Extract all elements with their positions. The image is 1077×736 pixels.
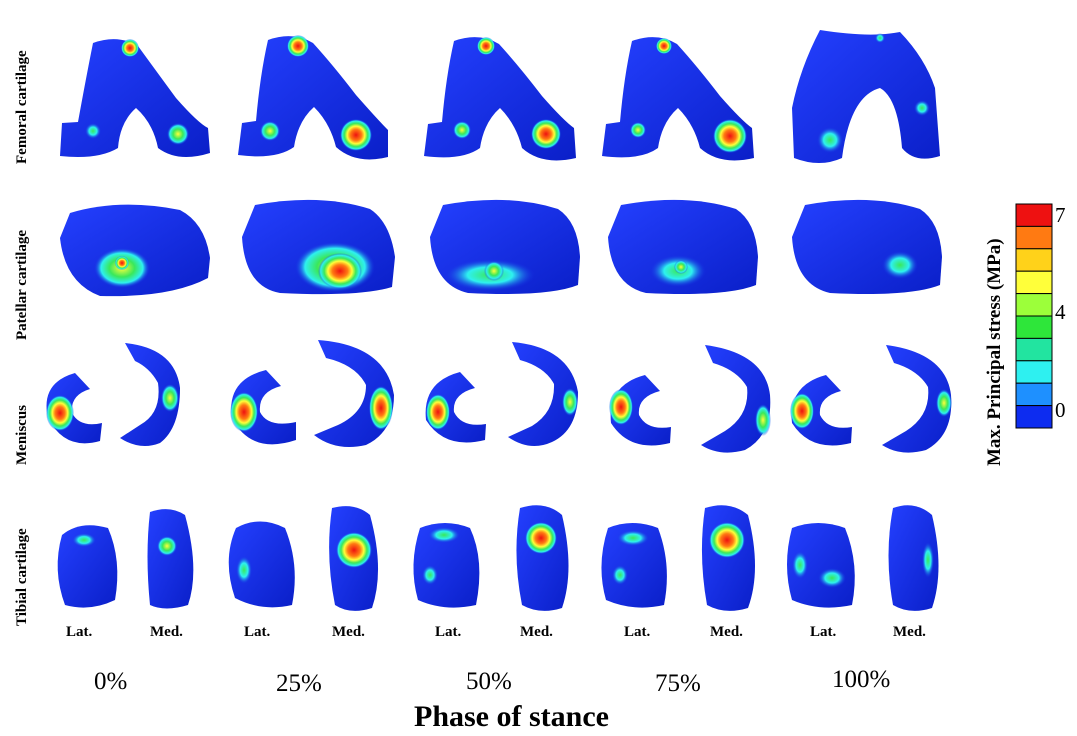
colorbar-segment	[1015, 337, 1053, 362]
femoral-row	[60, 30, 940, 163]
colorbar-segment	[1015, 360, 1053, 384]
phase-label-100: 100%	[832, 666, 891, 693]
side-label-med-100: Med.	[893, 624, 926, 640]
tibia-50	[413, 505, 569, 611]
colorbar-tick-min: 0	[1055, 398, 1066, 422]
colorbar-segment	[1015, 248, 1053, 272]
tibia-25	[228, 506, 379, 611]
tibial-row	[57, 505, 939, 611]
colorbar-segment	[1015, 382, 1053, 407]
phase-label-50: 50%	[466, 668, 512, 695]
patella-100	[792, 199, 942, 294]
tibia-0	[57, 509, 194, 609]
patellar-row	[60, 199, 942, 297]
side-label-med-75: Med.	[710, 624, 743, 640]
side-label-lat-75: Lat.	[624, 624, 651, 640]
tibia-75	[601, 505, 755, 611]
side-label-lat-100: Lat.	[810, 624, 837, 640]
meniscus-100	[790, 345, 952, 453]
colorbar-segment	[1015, 293, 1053, 317]
femur-100	[792, 30, 940, 163]
femur-75	[602, 37, 754, 161]
femur-0	[60, 39, 210, 158]
meniscus-row	[46, 340, 952, 453]
side-label-lat-0: Lat.	[66, 624, 93, 640]
row-label-tibial: Tibial cartilage	[14, 528, 30, 626]
side-label-med-0: Med.	[150, 624, 183, 640]
x-axis-title: Phase of stance	[414, 700, 609, 733]
meniscus-75	[609, 345, 771, 453]
row-label-meniscus: Meniscus	[14, 405, 30, 465]
phase-label-25: 25%	[276, 670, 322, 697]
patella-25	[242, 199, 395, 295]
row-label-patellar: Patellar cartilage	[14, 229, 30, 340]
colorbar-title: Max. Principal stress (MPa)	[984, 238, 1005, 466]
meniscus-25	[230, 340, 394, 448]
colorbar-segment	[1015, 405, 1053, 429]
side-label-med-25: Med.	[332, 624, 365, 640]
meniscus-50	[425, 342, 578, 446]
colorbar-segment	[1015, 225, 1053, 250]
femur-50	[424, 37, 576, 161]
patella-75	[608, 199, 758, 294]
phase-label-75: 75%	[655, 670, 701, 697]
side-label-med-50: Med.	[520, 624, 553, 640]
side-label-lat-25: Lat.	[244, 624, 271, 640]
patella-50	[430, 199, 580, 294]
femur-25	[238, 35, 388, 160]
meniscus-0	[46, 343, 180, 447]
colorbar-segment	[1015, 203, 1053, 227]
side-label-lat-50: Lat.	[435, 624, 462, 640]
colorbar-tick-max: 7	[1055, 203, 1066, 227]
tibia-100	[787, 505, 939, 611]
colorbar-segment	[1015, 270, 1053, 295]
colorbar-tick-mid: 4	[1055, 300, 1066, 324]
colorbar-segment	[1015, 315, 1053, 339]
patella-0	[60, 204, 210, 297]
row-label-femoral: Femoral cartilage	[14, 50, 30, 164]
colorbar	[1015, 203, 1053, 429]
phase-label-0: 0%	[94, 668, 128, 695]
